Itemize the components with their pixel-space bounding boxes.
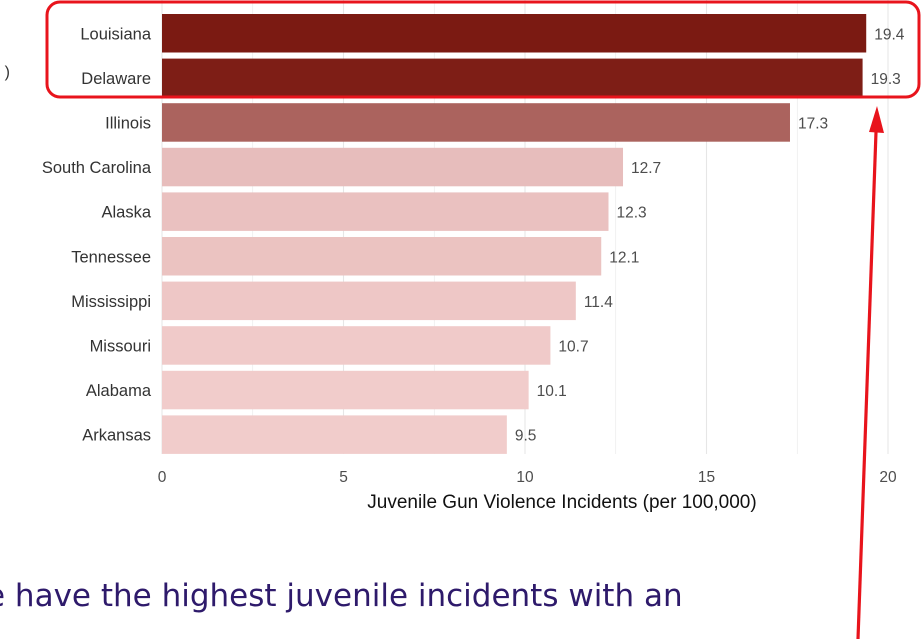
data-label: 17.3	[798, 115, 828, 132]
category-label: South Carolina	[42, 159, 152, 177]
category-label: Missouri	[90, 337, 151, 355]
bar	[162, 147, 624, 187]
data-label: 19.3	[871, 71, 901, 88]
data-label: 11.4	[584, 294, 613, 311]
x-tick-label: 0	[158, 469, 167, 486]
x-tick-label: 5	[339, 469, 348, 486]
data-label: 19.4	[874, 26, 905, 43]
data-label: 9.5	[515, 428, 537, 445]
category-label: Alaska	[101, 204, 151, 222]
data-label: 12.7	[631, 160, 661, 177]
annotation-arrow-shaft	[856, 131, 878, 639]
data-label: 10.7	[558, 338, 588, 355]
data-label: 12.3	[616, 205, 646, 222]
bar	[162, 237, 602, 276]
x-tick-label: 10	[516, 469, 534, 486]
x-tick-label: 15	[698, 469, 715, 486]
bar	[162, 326, 551, 365]
category-label: Tennessee	[71, 248, 151, 266]
category-label: Mississippi	[71, 293, 151, 311]
bar	[162, 415, 507, 454]
x-axis-title: Juvenile Gun Violence Incidents (per 100…	[367, 492, 756, 513]
bar	[162, 192, 609, 231]
bar	[162, 103, 790, 142]
category-label: Illinois	[105, 114, 151, 132]
category-label: Arkansas	[82, 427, 151, 445]
highlight-box	[45, 0, 921, 99]
category-label: Alabama	[86, 382, 152, 400]
bar	[162, 370, 529, 410]
cropped-left-text: )	[0, 58, 10, 88]
bar	[162, 58, 863, 98]
category-label: Delaware	[81, 70, 151, 88]
x-tick-label: 20	[879, 469, 897, 486]
annotation-arrow-head	[869, 106, 884, 133]
category-label: Louisiana	[80, 25, 151, 43]
bar	[162, 281, 576, 321]
bar	[162, 14, 867, 53]
cropped-left-fragment: )	[4, 64, 10, 81]
data-label: 12.1	[609, 249, 639, 266]
data-label: 10.1	[537, 383, 567, 400]
slide-caption: e have the highest juvenile incidents wi…	[0, 578, 683, 614]
